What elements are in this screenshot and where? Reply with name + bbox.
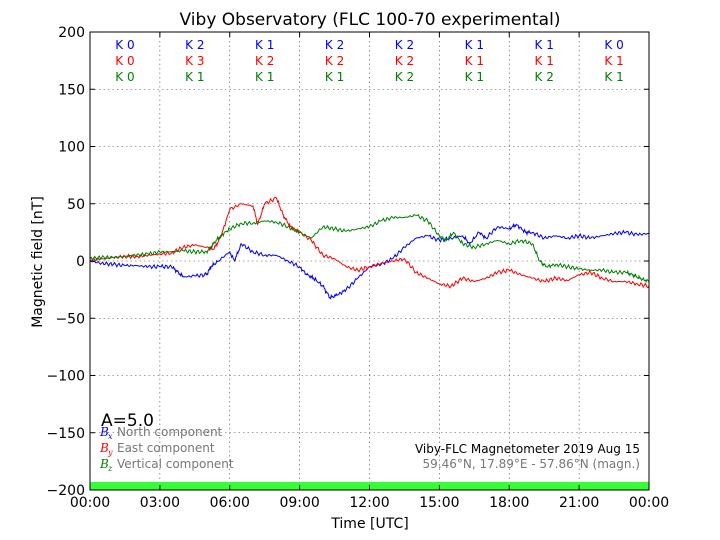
x-tick-label: 03:00 [140,495,180,511]
k-index-label: K 2 [325,54,344,68]
k-index-label: K 2 [325,38,344,52]
series-line-y [89,196,650,289]
legend-label: East component [117,441,215,455]
legend-label: Vertical component [117,457,234,471]
k-index-table: K 0 K 2 K 1 K 2 K 2 K 1 K 1 K 0 K 0 K 3 K 2 K 2 K 2 K… [115,38,623,84]
y-tick-label: −100 [47,369,85,385]
k-index-label: K 2 [185,38,204,52]
k-index-label: K 0 [115,70,134,84]
k-index-label: K 1 [255,70,274,84]
k-index-label: K 1 [604,70,623,84]
legend-symbol: B [99,441,109,455]
y-tick-label: 200 [58,25,85,41]
k-index-label: K 1 [535,54,554,68]
legend-subscript: y [107,448,113,457]
x-axis-label: Time [UTC] [330,516,408,532]
k-index-label: K 0 [604,38,623,52]
info-magnetometer-date: Viby-FLC Magnetometer 2019 Aug 15 [415,442,640,456]
k-index-label: K 2 [255,54,274,68]
k-index-label: K 2 [395,38,414,52]
series-layer [89,196,650,300]
y-tick-label: 150 [58,82,85,98]
x-tick-label: 06:00 [210,495,250,511]
k-index-label: K 1 [465,38,484,52]
k-index-label: K 1 [604,54,623,68]
legend-subscript: z [107,464,113,473]
chart-title: Viby Observatory (FLC 100-70 experimenta… [180,10,561,30]
k-index-label: K 1 [185,70,204,84]
legend-symbol: B [99,425,109,439]
k-index-label: K 1 [255,38,274,52]
k-index-label: K 2 [535,70,554,84]
a-index-label: A=5.0 [101,411,154,431]
series-line-z [89,213,650,283]
legend-subscript: x [108,432,113,441]
y-tick-label: 50 [67,197,85,213]
x-tick-label: 09:00 [279,495,319,511]
x-tick-label: 21:00 [559,495,599,511]
k-index-label: K 0 [115,54,134,68]
k-index-label: K 2 [395,70,414,84]
k-index-label: K 2 [395,54,414,68]
ticks: 00:00 03:00 06:00 09:00 12:00 15:00 18:00 21:00… [47,25,670,511]
k-index-label: K 1 [465,54,484,68]
legend-symbol: B [99,457,109,471]
y-tick-label: 100 [58,140,85,156]
info-coordinates: 59.46°N, 17.89°E - 57.86°N (magn.) [423,457,640,471]
y-tick-label: 0 [76,254,85,270]
k-index-label: K 1 [325,70,344,84]
x-tick-label: 18:00 [489,495,529,511]
k-index-label: K 0 [115,38,134,52]
k-index-label: K 3 [185,54,204,68]
x-tick-label: 12:00 [349,495,389,511]
k-index-label: K 1 [465,70,484,84]
grid [90,32,649,490]
x-tick-label: 15:00 [419,495,459,511]
y-tick-label: −200 [47,483,85,499]
x-tick-label: 00:00 [629,495,669,511]
y-tick-label: −150 [47,426,85,442]
series-line-x [89,222,650,300]
k-index-label: K 1 [535,38,554,52]
legend-label: North component [117,425,223,439]
y-tick-label: −50 [55,311,85,327]
y-axis-label: Magnetic field [nT] [30,196,46,328]
x-tick-label: 00:00 [70,495,110,511]
